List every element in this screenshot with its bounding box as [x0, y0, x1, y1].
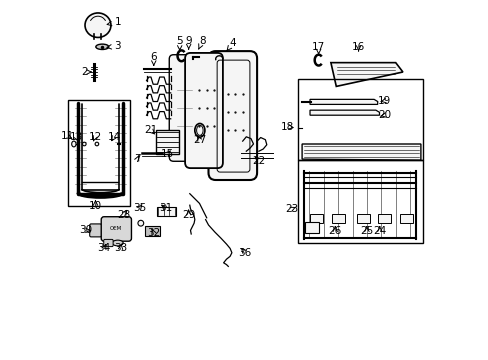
Text: 8: 8 [198, 36, 205, 49]
Text: 36: 36 [238, 248, 251, 258]
Bar [297, 79, 422, 160]
Text: 12: 12 [88, 132, 102, 142]
Bar [399, 214, 412, 223]
Text: 16: 16 [351, 42, 365, 52]
Ellipse shape [138, 220, 143, 226]
Text: 35: 35 [132, 203, 146, 213]
Ellipse shape [95, 142, 99, 146]
Bar [378, 214, 390, 223]
Text: 14: 14 [107, 132, 121, 142]
Text: 20: 20 [378, 110, 391, 120]
Bar [297, 160, 422, 243]
FancyBboxPatch shape [208, 51, 257, 180]
Text: 15: 15 [160, 149, 173, 159]
Text: 27: 27 [193, 135, 206, 145]
Text: 34: 34 [97, 243, 110, 253]
Text: 25: 25 [360, 226, 373, 236]
Text: 13: 13 [69, 132, 82, 142]
Bar [68, 100, 130, 206]
Text: 30: 30 [79, 225, 92, 235]
FancyBboxPatch shape [103, 239, 113, 247]
Text: 10: 10 [89, 201, 102, 211]
Polygon shape [309, 110, 379, 115]
Bar [331, 214, 344, 223]
Text: 22: 22 [252, 156, 265, 166]
Bar [145, 226, 160, 236]
Ellipse shape [96, 44, 108, 49]
Text: 26: 26 [328, 226, 341, 236]
Polygon shape [309, 99, 377, 104]
Text: 17: 17 [311, 42, 325, 55]
Bar [305, 222, 319, 233]
Text: 24: 24 [372, 226, 386, 236]
Ellipse shape [112, 240, 123, 246]
Ellipse shape [194, 123, 204, 137]
Text: 31: 31 [158, 203, 172, 213]
Text: 11: 11 [61, 131, 74, 141]
Text: 33: 33 [114, 243, 127, 253]
Text: 21: 21 [144, 125, 157, 135]
Bar [156, 207, 176, 216]
Polygon shape [302, 144, 420, 160]
FancyBboxPatch shape [185, 53, 223, 168]
Text: OEM: OEM [110, 226, 122, 231]
Text: 4: 4 [226, 38, 236, 51]
Text: 19: 19 [378, 96, 391, 106]
Text: 1: 1 [107, 17, 121, 27]
Bar [309, 214, 322, 223]
Text: 32: 32 [147, 228, 160, 238]
Ellipse shape [82, 142, 86, 146]
Ellipse shape [85, 13, 111, 37]
Polygon shape [330, 63, 402, 86]
Text: 3: 3 [107, 41, 121, 51]
Bar [156, 130, 178, 154]
Ellipse shape [72, 141, 76, 147]
Text: 7: 7 [134, 154, 140, 164]
Bar [356, 214, 369, 223]
FancyBboxPatch shape [101, 217, 131, 241]
Text: 23: 23 [285, 204, 298, 214]
Text: 5: 5 [176, 36, 183, 50]
FancyBboxPatch shape [169, 55, 199, 161]
Text: 6: 6 [150, 52, 157, 65]
Text: 2: 2 [81, 67, 91, 77]
FancyBboxPatch shape [89, 224, 102, 237]
Text: 9: 9 [185, 36, 192, 49]
Text: 18: 18 [281, 122, 294, 132]
Text: 29: 29 [182, 210, 195, 220]
Text: 28: 28 [117, 210, 130, 220]
